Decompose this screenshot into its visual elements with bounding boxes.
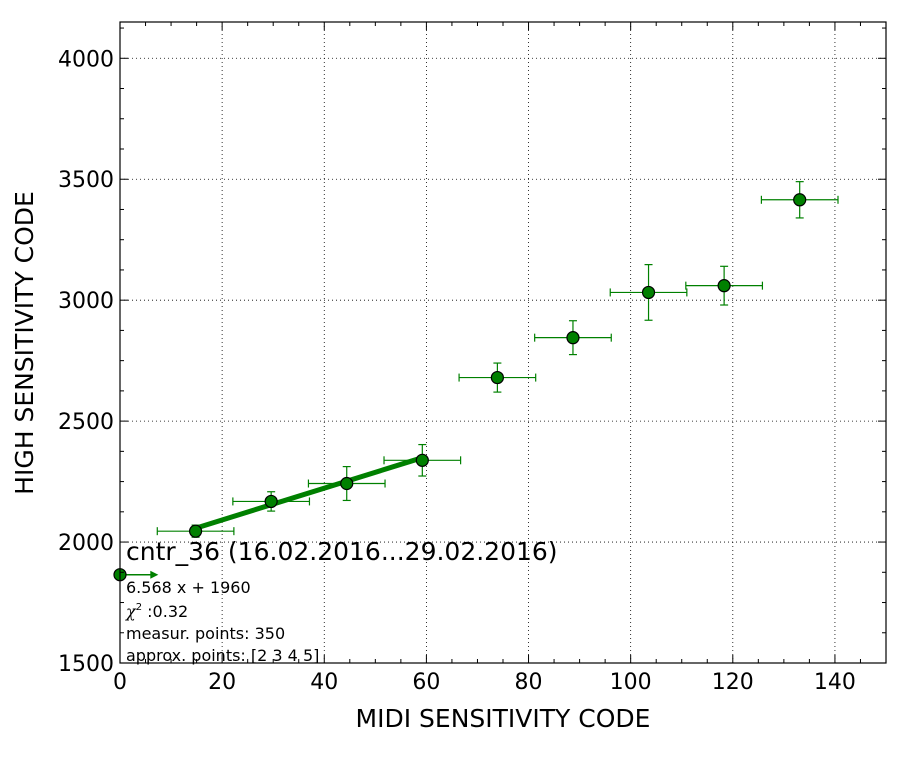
y-tick-label: 1500 xyxy=(58,652,114,677)
data-point xyxy=(793,193,807,207)
x-tick-label: 100 xyxy=(610,670,652,695)
x-tick-label: 80 xyxy=(515,670,543,695)
y-tick-label: 3000 xyxy=(58,289,114,314)
chi2-label: χ2 :0.32 xyxy=(125,602,188,621)
y-tick-label: 3500 xyxy=(58,168,114,193)
chart-title: cntr_36 (16.02.2016...29.02.2016) xyxy=(126,537,558,566)
data-point xyxy=(264,494,278,509)
range-arrow-head xyxy=(150,570,159,579)
chi2-exponent: 2 xyxy=(136,602,142,613)
data-layer xyxy=(156,181,839,538)
x-tick-label: 140 xyxy=(814,670,856,695)
data-point xyxy=(340,476,354,491)
data-point xyxy=(415,453,429,467)
x-tick-label: 20 xyxy=(208,670,236,695)
fit-equation: 6.568 x + 1960 xyxy=(126,578,251,597)
y-tick-label: 2000 xyxy=(58,531,114,556)
data-point xyxy=(641,285,656,300)
x-tick-label: 40 xyxy=(310,670,338,695)
x-tick-label: 120 xyxy=(712,670,754,695)
data-point xyxy=(188,524,203,538)
data-point xyxy=(490,370,504,385)
fit-line xyxy=(194,455,424,531)
ticks: 0 20 40 60 80 100 120 140 1500 2000 2500 3000 3500 40… xyxy=(58,22,887,695)
grid xyxy=(120,22,886,663)
approx-points: approx. points: [2 3 4 5] xyxy=(126,646,319,665)
y-tick-label: 4000 xyxy=(58,47,114,72)
data-point xyxy=(717,279,731,293)
y-tick-label: 2500 xyxy=(58,410,114,435)
plot-background xyxy=(120,22,886,663)
data-point xyxy=(566,331,580,345)
x-tick-label: 0 xyxy=(113,670,127,695)
y-axis-title: HIGH SENSITIVITY CODE xyxy=(10,191,39,495)
chi2-value: :0.32 xyxy=(142,602,188,621)
x-axis-title: MIDI SENSITIVITY CODE xyxy=(356,704,651,733)
measur-points: measur. points: 350 xyxy=(126,624,285,643)
chi2-symbol: χ xyxy=(125,602,137,621)
x-tick-label: 60 xyxy=(412,670,440,695)
